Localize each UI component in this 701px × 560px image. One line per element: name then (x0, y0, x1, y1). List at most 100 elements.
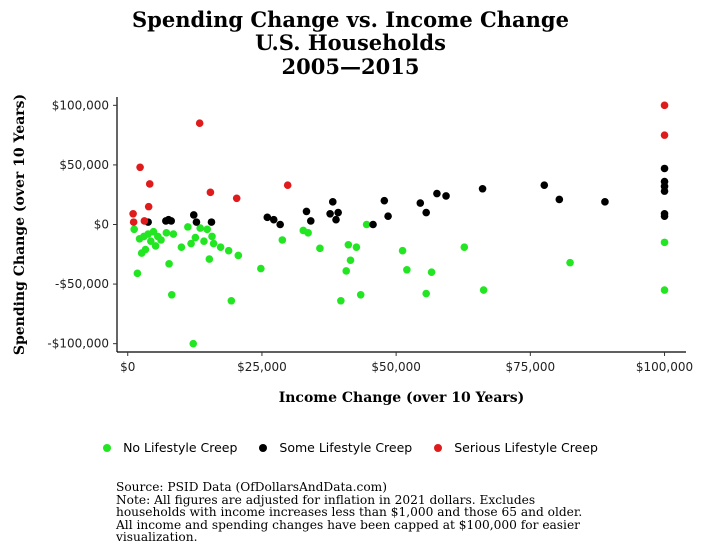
data-point-series-2 (332, 215, 340, 224)
data-point-series-1 (165, 260, 173, 268)
data-point-series-1 (203, 225, 211, 234)
data-point-series-2 (263, 213, 272, 222)
y-tick-label: $50,000 (59, 158, 109, 172)
data-point-series-3 (206, 188, 215, 197)
x-tick-label: $0 (120, 360, 135, 374)
tick-labels: -$100,000 -$50,000 $0 $50,000 $100,000 $0 $25,… (47, 98, 693, 374)
legend: No Lifestyle Creep Some Lifestyle Creep … (0, 440, 701, 455)
data-point-series-2 (540, 181, 549, 189)
data-point-series-3 (129, 218, 138, 226)
data-point-series-3 (136, 163, 144, 172)
data-point-series-3 (140, 217, 149, 225)
data-point-series-2 (189, 211, 198, 219)
data-point-series-1 (187, 239, 195, 248)
data-point-series-1 (403, 265, 411, 274)
footnote: Source: PSID Data (OfDollarsAndData.com)… (116, 481, 696, 544)
data-point-series-2 (422, 208, 430, 217)
data-point-series-2 (478, 184, 487, 193)
chart-title-line-2: U.S. Households (255, 30, 446, 55)
legend-item-no-creep: No Lifestyle Creep (103, 440, 237, 455)
y-tick-label: $0 (94, 218, 109, 232)
data-point-series-3 (145, 180, 154, 188)
data-point-series-1 (157, 236, 165, 244)
data-point-series-1 (141, 245, 150, 254)
data-point-series-1 (147, 237, 155, 245)
x-tick-label: $25,000 (237, 360, 287, 374)
data-point-series-1 (216, 243, 225, 251)
note-line-1: Note: All figures are adjusted for infla… (116, 492, 536, 507)
data-point-series-1 (133, 269, 142, 278)
legend-label-some-creep: Some Lifestyle Creep (279, 440, 413, 455)
chart-title-line-3: 2005—2015 (281, 54, 420, 79)
note-line-4: visualization. (116, 530, 198, 544)
data-point-series-1 (169, 230, 178, 238)
axes (113, 97, 686, 356)
data-point-series-2 (192, 218, 201, 226)
data-point-series-2 (384, 212, 392, 220)
data-point-series-1 (200, 237, 208, 245)
data-point-series-3 (195, 119, 204, 128)
data-point-series-2 (306, 217, 315, 225)
data-point-series-1 (224, 246, 233, 255)
data-point-series-1 (196, 224, 205, 232)
data-point-series-2 (433, 189, 441, 198)
data-point-series-2 (660, 187, 669, 195)
data-point-series-1 (189, 339, 198, 348)
data-point-series-1 (422, 289, 430, 298)
legend-marker-some-creep (259, 443, 268, 452)
data-point-series-1 (460, 243, 469, 251)
data-point-series-3 (283, 181, 292, 189)
data-point-series-1 (352, 243, 361, 251)
data-point-series-2 (369, 220, 377, 229)
scatter-chart: -$100,000 -$50,000 $0 $50,000 $100,000 $0 $25,… (12, 94, 693, 406)
data-point-series-2 (442, 192, 450, 200)
data-point-series-1 (427, 268, 436, 276)
y-axis-title: Spending Change (over 10 Years) (12, 94, 28, 355)
data-point-series-1 (191, 233, 200, 242)
data-point-series-2 (660, 164, 669, 173)
data-point-series-2 (328, 198, 337, 206)
data-point-series-1 (479, 286, 488, 294)
data-point-series-2 (276, 220, 284, 229)
data-point-series-1 (184, 223, 192, 231)
data-point-series-1 (346, 256, 355, 265)
y-tick-label: -$100,000 (47, 337, 109, 351)
data-point-series-2 (416, 199, 425, 207)
note-line-2: households with income increases less th… (116, 505, 583, 519)
data-point-series-1 (234, 251, 243, 260)
x-tick-label: $100,000 (636, 360, 693, 374)
y-tick-label: -$50,000 (55, 277, 109, 291)
chart-title-line-1: Spending Change vs. Income Change (132, 7, 569, 32)
data-point-series-3 (660, 101, 669, 110)
data-point-series-1 (130, 225, 138, 234)
x-tick-label: $50,000 (371, 360, 421, 374)
source-line: Source: PSID Data (OfDollarsAndData.com) (116, 480, 387, 494)
legend-marker-serious-creep (434, 443, 443, 452)
note-line-3: All income and spending changes have bee… (116, 517, 580, 532)
data-point-series-1 (177, 243, 186, 251)
data-point-series-1 (660, 238, 669, 247)
data-point-series-1 (337, 296, 345, 305)
data-point-series-2 (269, 215, 278, 224)
data-point-series-2 (555, 195, 564, 204)
data-point-series-1 (151, 242, 160, 250)
legend-item-some-creep: Some Lifestyle Creep (259, 440, 412, 455)
data-point-series-2 (326, 209, 334, 218)
data-point-series-3 (129, 209, 137, 218)
data-point-series-2 (380, 196, 389, 205)
legend-label-serious-creep: Serious Lifestyle Creep (454, 440, 598, 455)
data-points (129, 101, 669, 348)
legend-item-serious-creep: Serious Lifestyle Creep (434, 440, 598, 455)
data-point-series-1 (660, 286, 669, 294)
data-point-series-3 (144, 202, 153, 211)
data-point-series-1 (209, 239, 218, 248)
data-point-series-1 (342, 267, 351, 275)
data-point-series-1 (278, 236, 287, 244)
data-point-series-1 (227, 296, 236, 305)
y-tick-label: $100,000 (52, 98, 109, 112)
data-point-series-1 (398, 246, 407, 255)
data-point-series-2 (207, 218, 216, 226)
data-point-series-1 (205, 255, 214, 263)
data-point-series-1 (566, 258, 574, 267)
data-point-series-1 (362, 220, 371, 229)
